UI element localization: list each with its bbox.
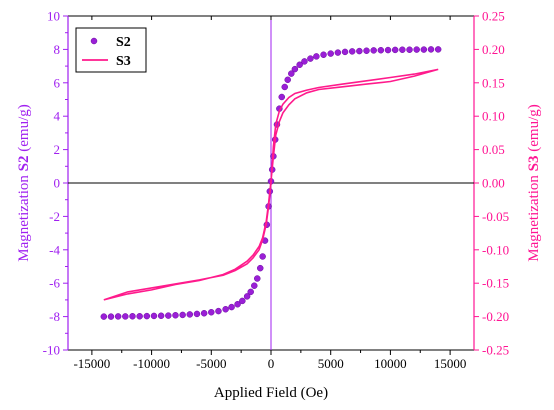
left-y-tick-label: -8	[49, 309, 60, 324]
data-point-s2	[370, 47, 377, 54]
data-point-s2	[327, 50, 334, 57]
data-point-s2	[278, 93, 285, 101]
x-tick-label: 10000	[374, 356, 407, 371]
x-tick-label: 0	[268, 356, 275, 371]
right-y-tick-label: 0.00	[482, 176, 505, 191]
data-point-s2	[413, 46, 420, 53]
data-point-s2	[257, 264, 264, 272]
data-point-s2	[320, 51, 327, 58]
data-point-s2	[406, 46, 413, 53]
data-point-s2	[420, 46, 428, 53]
x-tick-label: 5000	[318, 356, 344, 371]
data-point-s2	[107, 313, 115, 320]
left-y-tick-label: 8	[54, 42, 61, 57]
data-point-s2	[434, 46, 442, 53]
data-point-s2	[247, 288, 254, 296]
left-y-tick-label: -10	[43, 343, 60, 358]
data-point-s2	[301, 58, 308, 65]
data-point-s2	[208, 309, 215, 316]
x-tick-label: -5000	[196, 356, 226, 371]
right-y-tick-label: 0.20	[482, 42, 505, 57]
data-point-s2	[399, 46, 406, 53]
legend-label-s3: S3	[116, 54, 131, 69]
data-point-s2	[243, 293, 251, 300]
series-line-s3	[103, 68, 439, 301]
data-point-s2	[150, 312, 158, 320]
data-point-s2	[427, 46, 435, 53]
data-point-s2	[391, 46, 399, 54]
right-y-tick-label: -0.05	[482, 209, 509, 224]
data-point-s2	[143, 312, 151, 320]
data-point-s2	[259, 253, 266, 260]
data-point-s2	[313, 53, 320, 60]
data-point-s2	[172, 312, 179, 319]
data-point-s2	[307, 55, 314, 62]
data-point-s2	[341, 48, 349, 56]
left-y-tick-label: -6	[49, 276, 60, 291]
data-point-s2	[222, 306, 229, 313]
data-point-s2	[377, 46, 385, 54]
right-y-tick-label: 0.25	[482, 9, 505, 24]
data-point-s2	[239, 297, 246, 305]
data-point-s2	[348, 48, 356, 55]
data-point-s2	[136, 313, 143, 320]
legend-label-s2: S2	[116, 35, 131, 50]
x-axis-title: Applied Field (Oe)	[214, 385, 328, 401]
left-y-tick-label: -2	[49, 209, 60, 224]
right-y-tick-label: 0.15	[482, 75, 505, 90]
left-y-tick-label: 10	[47, 9, 60, 24]
data-point-s2	[284, 76, 291, 84]
data-point-s2	[291, 65, 299, 73]
right-y-axis-title-prefix: Magnetization	[526, 171, 542, 261]
data-point-s2	[363, 47, 370, 54]
data-point-s2	[100, 313, 108, 320]
data-point-s2	[384, 46, 392, 54]
right-y-tick-label: -0.25	[482, 343, 509, 358]
left-y-tick-label: -4	[49, 242, 60, 257]
left-y-axis-title-unit: (emu/g)	[16, 104, 32, 155]
right-y-axis-title-unit: (emu/g)	[526, 104, 542, 155]
data-point-s2	[296, 61, 303, 69]
left-y-tick-label: 0	[54, 176, 61, 191]
right-y-axis-title-series: S3	[526, 156, 542, 172]
data-point-s2	[334, 49, 342, 56]
left-y-axis-title-series: S2	[16, 156, 32, 172]
data-point-s2	[200, 310, 208, 317]
data-point-s2	[228, 303, 235, 311]
data-point-s2	[114, 313, 122, 320]
left-y-axis-title: Magnetization S2 (emu/g)	[16, 104, 32, 261]
x-tick-label: -15000	[73, 356, 110, 371]
x-tick-label: -10000	[133, 356, 170, 371]
right-y-tick-label: -0.20	[482, 309, 509, 324]
data-point-s2	[193, 310, 201, 318]
data-point-s2	[281, 83, 288, 91]
data-point-s2	[254, 275, 261, 282]
right-y-tick-label: -0.10	[482, 242, 509, 257]
right-y-axis-title: Magnetization S3 (emu/g)	[526, 104, 542, 261]
data-point-s2	[165, 312, 172, 319]
data-point-s2	[288, 70, 295, 77]
left-y-tick-label: 4	[54, 109, 61, 124]
right-y-tick-label: 0.05	[482, 142, 505, 157]
data-point-s2	[122, 313, 129, 320]
data-point-s2	[179, 311, 186, 319]
right-y-tick-label: 0.10	[482, 109, 505, 124]
data-point-s2	[157, 312, 165, 320]
data-point-s2	[129, 313, 136, 320]
left-y-tick-label: 6	[54, 75, 61, 90]
data-point-s2	[234, 300, 241, 308]
legend-marker-s2	[90, 37, 98, 45]
left-y-tick-label: 2	[54, 142, 61, 157]
legend-box	[75, 27, 147, 73]
right-y-tick-label: -0.15	[482, 276, 509, 291]
data-point-s2	[251, 282, 258, 289]
x-tick-label: 15000	[434, 356, 467, 371]
data-point-s2	[215, 307, 222, 315]
left-y-axis-title-prefix: Magnetization	[16, 171, 32, 261]
data-point-s2	[356, 47, 363, 55]
data-point-s2	[186, 311, 194, 318]
